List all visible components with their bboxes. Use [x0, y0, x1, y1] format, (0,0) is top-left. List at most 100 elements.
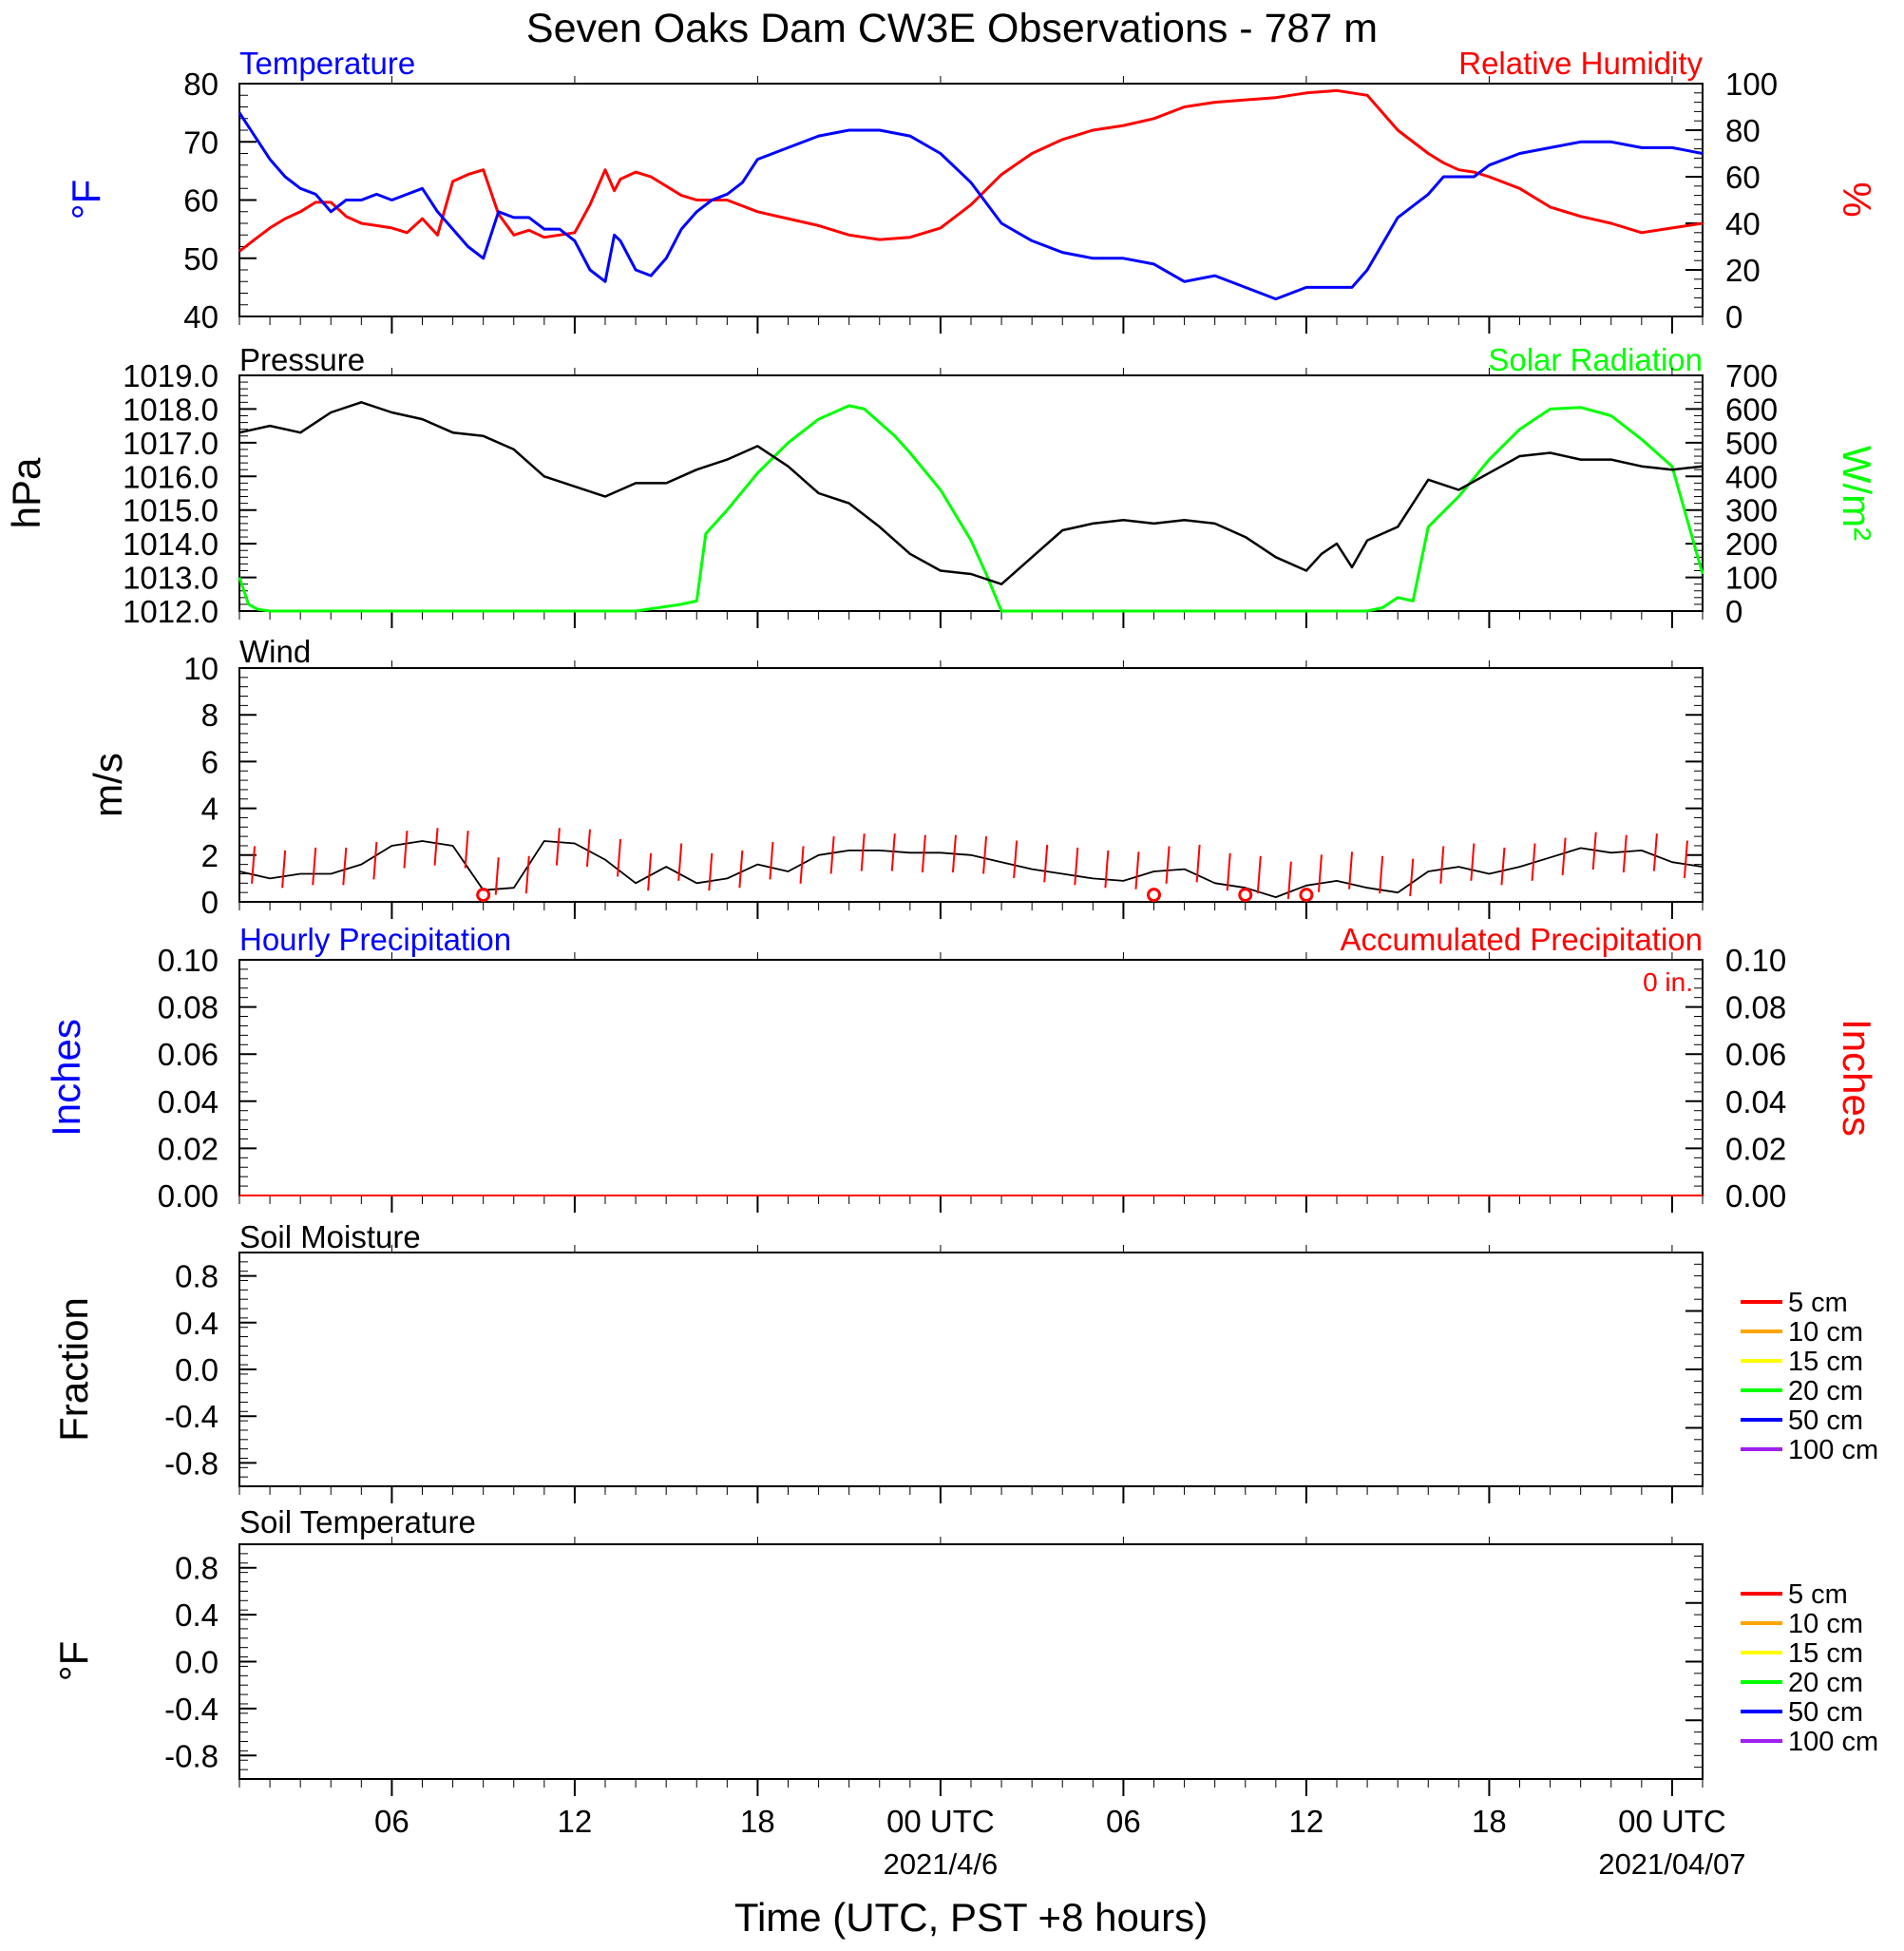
- wind-barb: [890, 833, 896, 871]
- wind-left-tick-label: 0: [201, 885, 219, 920]
- soil_moisture-left-tick-label: 0.0: [175, 1352, 219, 1387]
- soil-moisture-title: Soil Moisture: [239, 1219, 421, 1254]
- x-tick-label: 00 UTC: [886, 1804, 995, 1839]
- wind-left-tick-label: 10: [183, 651, 219, 686]
- pressure-line: [238, 401, 1704, 585]
- pressure_solar-right-tick-label: 0: [1725, 594, 1742, 629]
- wind-barb: [1074, 847, 1079, 886]
- precip-right-tick-label: 0.10: [1725, 943, 1786, 978]
- wind-barb: [1256, 855, 1262, 894]
- wind-barb: [1439, 846, 1445, 884]
- wind-barb: [769, 841, 774, 880]
- wind-barb: [677, 843, 683, 881]
- wind-left-tick-label: 8: [201, 698, 219, 733]
- x-axis-label: Time (UTC, PST +8 hours): [734, 1895, 1208, 1940]
- wind-barb: [555, 828, 561, 866]
- temp_rh-right-tick-label: 0: [1725, 299, 1742, 335]
- soil_moisture-legend-label: 50 cm: [1788, 1406, 1863, 1436]
- temp_rh-right-tick-label: 100: [1725, 67, 1778, 102]
- wind-barb: [1104, 850, 1110, 889]
- wind-unit-label: m/s: [86, 753, 130, 817]
- wind-barb: [372, 841, 378, 880]
- soil-temp-title: Soil Temperature: [239, 1504, 476, 1540]
- pressure_solar-left-tick-label: 1013.0: [123, 561, 219, 596]
- wind-barb: [281, 850, 287, 889]
- wind-barb: [524, 855, 530, 894]
- pressure-unit-label: hPa: [4, 457, 48, 528]
- precip-left-tick-label: 0.10: [158, 943, 219, 978]
- wind-barb: [1531, 843, 1536, 881]
- calm-wind-marker: [1238, 888, 1253, 903]
- precip-left-unit-label: Inches: [44, 1019, 88, 1137]
- wind-barb: [433, 828, 439, 866]
- precip-right-tick-label: 0.00: [1725, 1178, 1786, 1214]
- soil_temp-legend-label: 50 cm: [1788, 1697, 1863, 1728]
- pressure_solar-right-tick-label: 400: [1725, 459, 1778, 494]
- temp_rh-left-tick-label: 80: [183, 67, 219, 102]
- soil_temp-legend-label: 10 cm: [1788, 1609, 1863, 1639]
- wind-barb: [1683, 840, 1688, 878]
- wind-barb: [1134, 851, 1140, 889]
- calm-wind-marker: [476, 888, 491, 903]
- wind-barb: [251, 846, 257, 884]
- wind-barb: [1591, 832, 1597, 870]
- soil_moisture-legend-label: 10 cm: [1788, 1317, 1863, 1348]
- soil_temp-legend-label: 100 cm: [1788, 1727, 1878, 1757]
- x-tick-date-label: 2021/04/07: [1598, 1847, 1745, 1881]
- precip-left-tick-label: 0.08: [158, 990, 219, 1025]
- wind-title: Wind: [239, 634, 311, 669]
- wind-barb: [464, 831, 469, 869]
- x-tick-label: 06: [374, 1804, 409, 1839]
- soil_temp-left-tick-label: 0.4: [175, 1597, 219, 1633]
- soil_temp-legend-label: 20 cm: [1788, 1668, 1863, 1698]
- temperature-title: Temperature: [239, 46, 415, 81]
- wind-barb: [799, 846, 805, 884]
- wind-barb: [1561, 837, 1567, 876]
- wind-barb: [403, 831, 409, 869]
- soil_temp-legend-label: 15 cm: [1788, 1638, 1863, 1669]
- hourly-precip-title: Hourly Precipitation: [239, 922, 511, 957]
- precip-right-tick-label: 0.02: [1725, 1131, 1786, 1166]
- x-tick-label: 12: [1289, 1804, 1324, 1839]
- pressure_solar-left-tick-label: 1015.0: [123, 493, 219, 528]
- pressure_solar-left-tick-label: 1012.0: [123, 594, 219, 629]
- temp_rh-left-tick-label: 50: [183, 241, 219, 277]
- pressure_solar-left-tick-label: 1018.0: [123, 392, 219, 427]
- precip-right-tick-label: 0.08: [1725, 990, 1786, 1025]
- wind-barb: [982, 836, 988, 874]
- soil_temp-left-tick-label: -0.8: [164, 1738, 219, 1773]
- wind-barb: [1409, 858, 1415, 897]
- wind-barb: [585, 829, 591, 868]
- soil_moisture-left-tick-label: 0.8: [175, 1259, 219, 1294]
- wind-barb: [1348, 851, 1354, 889]
- pressure_solar-right-tick-label: 200: [1725, 526, 1778, 562]
- soil_moisture-legend-label: 5 cm: [1788, 1288, 1848, 1318]
- accum-precip-total: 0 in.: [1643, 967, 1693, 997]
- chart-title: Seven Oaks Dam CW3E Observations - 787 m: [526, 6, 1378, 51]
- temperature-line: [238, 111, 1704, 301]
- temp_rh-left-tick-label: 70: [183, 124, 219, 160]
- wind-left-tick-label: 2: [201, 838, 219, 873]
- pressure_solar-left-tick-label: 1019.0: [123, 358, 219, 393]
- solar-radiation-line: [238, 404, 1704, 613]
- wind-barb: [738, 850, 744, 889]
- temp_rh-right-tick-label: 60: [1725, 160, 1761, 195]
- rh-unit-label: %: [1835, 182, 1879, 217]
- temp-unit-label: °F: [64, 180, 108, 220]
- soil-moisture-unit-label: Fraction: [51, 1297, 96, 1442]
- soil_moisture-left-tick-label: -0.4: [164, 1399, 219, 1434]
- pressure_solar-left-tick-label: 1017.0: [123, 426, 219, 461]
- x-tick-date-label: 2021/4/6: [884, 1847, 999, 1881]
- humidity-title: Relative Humidity: [1458, 46, 1703, 81]
- temp_rh-left-tick-label: 40: [183, 299, 219, 335]
- wind-barb: [617, 838, 622, 877]
- wind-left-tick-label: 4: [201, 792, 219, 827]
- wind-barb: [1317, 854, 1323, 892]
- temp_rh-right-tick-label: 40: [1725, 206, 1761, 241]
- precip-right-tick-label: 0.04: [1725, 1084, 1786, 1119]
- wind-barb: [342, 847, 348, 886]
- x-tick-label: 18: [1472, 1804, 1507, 1839]
- x-tick-label: 00 UTC: [1618, 1804, 1726, 1839]
- wind-barb: [1286, 861, 1292, 900]
